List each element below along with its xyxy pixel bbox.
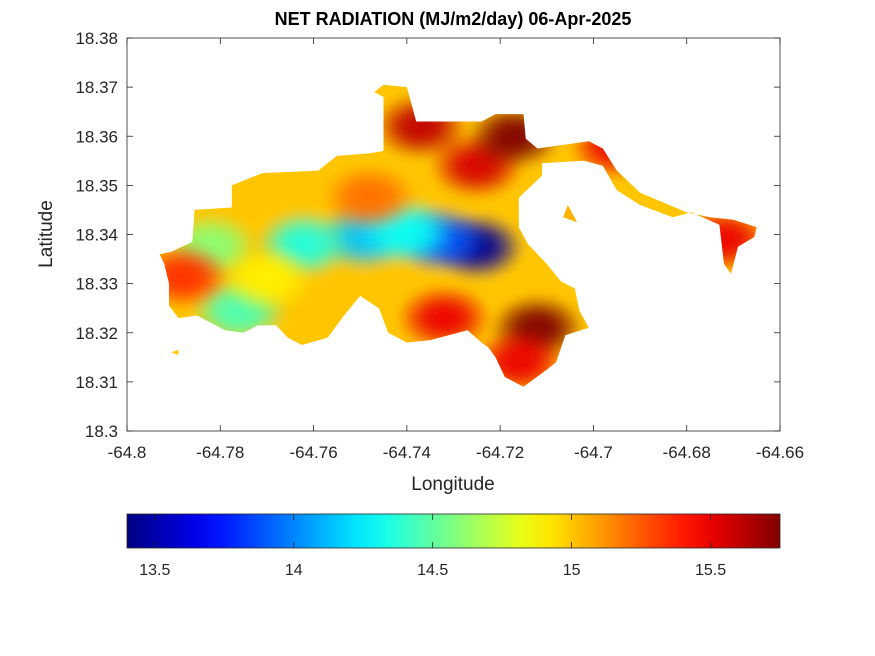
y-tick-label: 18.37 bbox=[75, 78, 118, 97]
y-tick-label: 18.35 bbox=[75, 176, 118, 195]
colorbar bbox=[126, 513, 781, 549]
field-blob bbox=[396, 284, 493, 353]
field-blob bbox=[321, 163, 418, 232]
field-blob bbox=[466, 102, 563, 171]
colorbar-tick-label: 15 bbox=[563, 562, 581, 579]
x-tick-label: -64.7 bbox=[574, 443, 613, 462]
y-tick-label: 18.34 bbox=[75, 226, 118, 245]
colorbar-ticks: 13.5 14 14.5 15 15.5 bbox=[139, 514, 726, 579]
colorbar-tick-label: 13.5 bbox=[139, 562, 170, 579]
field-blob bbox=[218, 244, 315, 313]
field-blob bbox=[517, 175, 614, 244]
colorbar-tick-label: 15.5 bbox=[695, 562, 726, 579]
y-tick-label: 18.33 bbox=[75, 275, 118, 294]
x-tick-label: -64.74 bbox=[383, 443, 431, 462]
y-tick-label: 18.36 bbox=[75, 127, 118, 146]
y-axis-label: Latitude bbox=[36, 200, 57, 268]
y-axis: 18.3 18.31 18.32 18.33 18.34 18.35 18.36 18.37 1… bbox=[75, 29, 780, 441]
heatmap-field bbox=[159, 84, 757, 387]
colorbar-tick-label: 14 bbox=[285, 562, 303, 579]
x-axis: -64.8 -64.78 -64.76 -64.74 -64.72 -64.7 -64.68… bbox=[108, 38, 804, 462]
colorbar-tick-label: 14.5 bbox=[417, 562, 448, 579]
field-blob bbox=[470, 328, 567, 387]
x-tick-label: -64.76 bbox=[289, 443, 337, 462]
field-blob bbox=[372, 92, 469, 161]
field-blob bbox=[159, 242, 231, 311]
x-tick-label: -64.72 bbox=[476, 443, 524, 462]
chart-title: NET RADIATION (MJ/m2/day) 06-Apr-2025 bbox=[275, 9, 632, 29]
x-tick-label: -64.8 bbox=[108, 443, 147, 462]
x-axis-label: Longitude bbox=[411, 474, 494, 495]
x-tick-label: -64.66 bbox=[756, 443, 804, 462]
x-tick-label: -64.78 bbox=[196, 443, 244, 462]
y-tick-label: 18.3 bbox=[85, 422, 118, 441]
x-tick-label: -64.68 bbox=[663, 443, 711, 462]
y-tick-label: 18.31 bbox=[75, 373, 118, 392]
y-tick-label: 18.32 bbox=[75, 324, 118, 343]
field-blob bbox=[676, 205, 757, 274]
field-blob bbox=[568, 112, 665, 181]
y-tick-label: 18.38 bbox=[75, 29, 118, 48]
